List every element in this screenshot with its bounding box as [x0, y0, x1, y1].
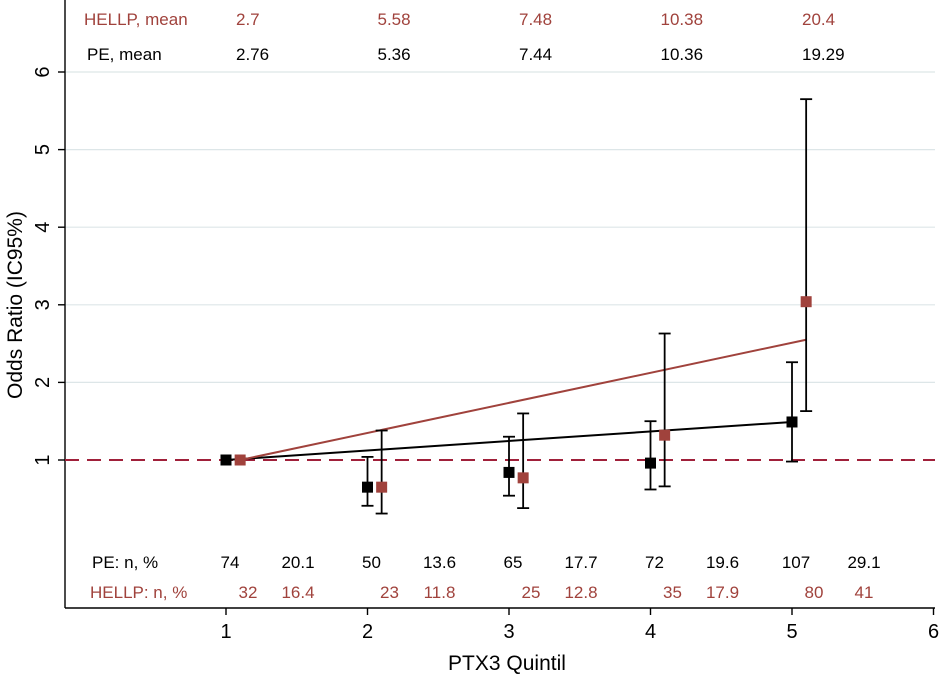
x-tick-label-2: 2 — [362, 621, 373, 643]
bottom-hellp-n-3: 25 — [522, 583, 541, 602]
bottom-pe-n-2: 50 — [362, 553, 381, 572]
bottom-hellp-pct-4: 17.9 — [706, 583, 739, 602]
bottom-pe-n-3: 65 — [504, 553, 523, 572]
bottom-pe-pct-1: 20.1 — [281, 553, 314, 572]
data-marks — [220, 98, 813, 515]
pe-point-2 — [362, 481, 373, 493]
bottom-hellp-n-4: 35 — [663, 583, 682, 602]
y-tick-label-6: 6 — [32, 66, 54, 77]
hellp-point-4 — [659, 429, 671, 441]
top-pe-mean-1: 2.76 — [236, 45, 269, 64]
top-hellp-mean-3: 7.48 — [519, 10, 552, 29]
pe-point-5 — [786, 416, 798, 428]
y-tick-label-3: 3 — [32, 299, 54, 310]
bottom-hellp-n-1: 32 — [239, 583, 258, 602]
bottom-pe-n-5: 107 — [782, 553, 810, 572]
y-tick-label-1: 1 — [32, 454, 54, 465]
top-hellp-mean-1: 2.7 — [236, 10, 260, 29]
top-pe-label: PE, mean — [87, 45, 162, 64]
bottom-pe-n-4: 72 — [645, 553, 664, 572]
trend-lines — [65, 338, 935, 461]
x-tick-label-3: 3 — [503, 621, 514, 643]
top-pe-mean-5: 19.29 — [802, 45, 845, 64]
x-axis-title: PTX3 Quintil — [448, 652, 566, 675]
x-tick-label-1: 1 — [220, 621, 231, 643]
pe-point-1 — [220, 454, 232, 466]
top-pe-mean-2: 5.36 — [378, 45, 411, 64]
hellp-point-2 — [376, 481, 388, 493]
bottom-pe-n-1: 74 — [221, 553, 240, 572]
top-hellp-mean-4: 10.38 — [661, 10, 704, 29]
bottom-hellp-pct-2: 11.8 — [424, 583, 456, 602]
grid-lines — [65, 71, 935, 383]
x-tick-label-6: 6 — [928, 621, 939, 643]
top-hellp-mean-5: 20.4 — [802, 10, 835, 29]
bottom-pe-label: PE: n, % — [92, 553, 158, 572]
pe-point-4 — [645, 457, 656, 469]
bottom-hellp-pct-3: 12.8 — [564, 583, 597, 602]
hellp-point-5 — [800, 296, 812, 308]
x-tick-label-5: 5 — [786, 621, 797, 643]
top-pe-mean-3: 7.44 — [519, 45, 552, 64]
hellp-point-3 — [517, 472, 529, 484]
tables: HELLP, mean PE, mean PE: n, % HELLP: n, … — [84, 10, 881, 602]
top-hellp-label: HELLP, mean — [84, 10, 188, 29]
y-tick-label-5: 5 — [32, 144, 54, 155]
top-hellp-mean-2: 5.58 — [378, 10, 411, 29]
bottom-hellp-label: HELLP: n, % — [90, 583, 187, 602]
y-axis-title: Odds Ratio (IC95%) — [4, 211, 27, 399]
bottom-hellp-n-5: 80 — [805, 583, 824, 602]
bottom-hellp-n-2: 23 — [380, 583, 399, 602]
top-pe-mean-4: 10.36 — [661, 45, 704, 64]
pe-point-3 — [503, 466, 515, 478]
hellp-trend-line — [239, 338, 807, 461]
bottom-hellp-pct-1: 16.4 — [281, 583, 314, 602]
bottom-pe-pct-2: 13.6 — [423, 553, 456, 572]
y-tick-label-4: 4 — [32, 222, 54, 233]
y-tick-label-2: 2 — [32, 377, 54, 388]
bottom-pe-pct-4: 19.6 — [706, 553, 739, 572]
bottom-hellp-pct-5: 41 — [855, 583, 874, 602]
x-tick-label-4: 4 — [645, 621, 656, 643]
hellp-point-1 — [234, 454, 246, 466]
bottom-pe-pct-3: 17.7 — [564, 553, 597, 572]
bottom-pe-pct-5: 29.1 — [847, 553, 880, 572]
